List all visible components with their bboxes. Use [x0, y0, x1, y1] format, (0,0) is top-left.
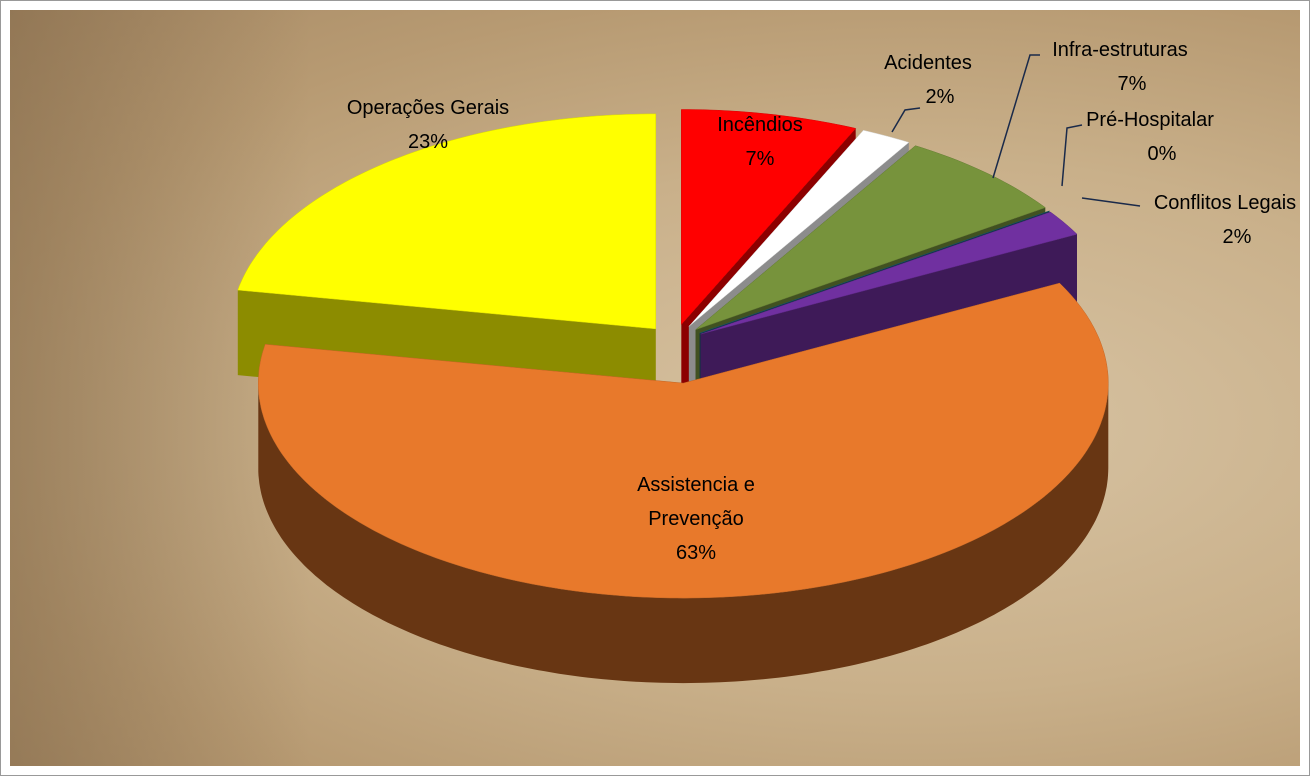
slice-value-label: 7%: [660, 142, 860, 176]
slice-value-label: 63%: [596, 536, 796, 570]
slice-label: Infra-estruturas: [1020, 33, 1220, 67]
slice-label: Pré-Hospitalar: [1050, 103, 1250, 137]
slice-value-label: 23%: [328, 125, 528, 159]
slice-label: Acidentes: [828, 46, 1028, 80]
chart: Incêndios7%Acidentes2%Infra-estruturas7%…: [0, 0, 1310, 776]
slice-label: Assistencia e Prevenção: [616, 468, 776, 536]
slice-value-label: 7%: [1032, 67, 1232, 101]
slice-label: Conflitos Legais: [1125, 186, 1310, 220]
slice-value-label: 0%: [1062, 137, 1262, 171]
slice-label: Operações Gerais: [328, 91, 528, 125]
slice-label: Incêndios: [660, 108, 860, 142]
slice-value-label: 2%: [840, 80, 1040, 114]
slice-value-label: 2%: [1137, 220, 1310, 254]
